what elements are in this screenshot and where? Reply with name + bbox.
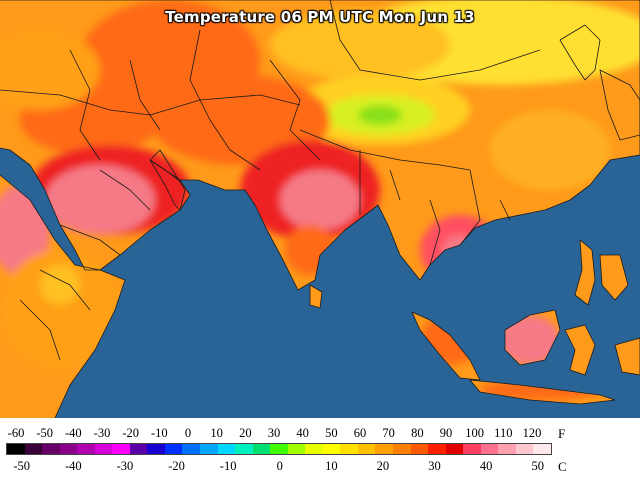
temperature-fill xyxy=(0,0,640,418)
scale-swatch xyxy=(59,444,78,454)
celsius-tick-label: -10 xyxy=(219,459,237,473)
scale-swatch xyxy=(147,444,165,454)
fahrenheit-tick-label: -10 xyxy=(150,426,168,440)
scale-swatch xyxy=(393,444,411,454)
fahrenheit-tick-label: 90 xyxy=(439,426,453,440)
celsius-unit: C xyxy=(558,459,567,474)
scale-swatch xyxy=(322,444,341,454)
fahrenheit-tick-label: -60 xyxy=(7,426,25,440)
fahrenheit-tick-label: -30 xyxy=(93,426,111,440)
celsius-tick-label: 20 xyxy=(376,459,390,473)
celsius-tick-label: 50 xyxy=(531,459,544,473)
temperature-map xyxy=(0,0,640,418)
fahrenheit-tick-label: 40 xyxy=(296,426,309,440)
scale-swatch xyxy=(252,444,271,454)
scale-swatch xyxy=(129,444,148,454)
celsius-tick-label: -40 xyxy=(64,459,82,473)
scale-swatch xyxy=(112,444,130,454)
scale-swatch xyxy=(94,444,113,454)
scale-swatch xyxy=(164,444,183,454)
scale-swatch xyxy=(480,444,499,454)
celsius-tick-label: 10 xyxy=(325,459,338,473)
fahrenheit-unit: F xyxy=(558,426,566,441)
scale-swatch xyxy=(24,444,43,454)
fahrenheit-tick-label: 50 xyxy=(325,426,338,440)
fahrenheit-tick-label: 0 xyxy=(184,426,192,440)
scale-swatch xyxy=(445,444,464,454)
scale-swatch xyxy=(410,444,429,454)
scale-swatch xyxy=(340,444,358,454)
fahrenheit-tick-label: 110 xyxy=(494,426,513,440)
fahrenheit-tick-label: 80 xyxy=(411,426,424,440)
scale-swatch xyxy=(200,444,218,454)
fahrenheit-tick-label: 30 xyxy=(267,426,281,440)
scale-swatch xyxy=(428,444,446,454)
scale-swatch xyxy=(77,444,95,454)
fahrenheit-tick-label: 10 xyxy=(210,426,223,440)
scale-swatch xyxy=(217,444,236,454)
fahrenheit-tick-label: 60 xyxy=(353,426,367,440)
scale-swatch xyxy=(270,444,288,454)
scale-swatch xyxy=(498,444,516,454)
scale-swatch xyxy=(357,444,376,454)
scale-swatch xyxy=(305,444,323,454)
celsius-tick-label: -50 xyxy=(13,459,31,473)
celsius-tick-label: -30 xyxy=(116,459,134,473)
scale-swatch xyxy=(287,444,306,454)
fahrenheit-tick-label: 70 xyxy=(382,426,395,440)
celsius-tick-label: 30 xyxy=(428,459,441,473)
scale-swatch xyxy=(533,444,551,454)
fahrenheit-tick-label: 100 xyxy=(465,426,485,440)
fahrenheit-tick-label: -40 xyxy=(64,426,82,440)
scale-swatch xyxy=(7,444,25,454)
celsius-tick-label: 40 xyxy=(479,459,493,473)
scale-swatch xyxy=(42,444,60,454)
temperature-legend: -60 -50 -40 -30 -20 -10 0 10 20 30 40 50 60 70 80 90 100… xyxy=(0,418,640,480)
fahrenheit-tick-label: -20 xyxy=(122,426,139,440)
country-borders xyxy=(0,0,640,418)
scale-swatch xyxy=(235,444,253,454)
fahrenheit-tick-label: 120 xyxy=(522,426,542,440)
scale-swatch xyxy=(375,444,394,454)
scale-swatch xyxy=(515,444,534,454)
celsius-tick-label: -20 xyxy=(168,459,185,473)
celsius-tick-label: 0 xyxy=(276,459,283,473)
scale-swatch xyxy=(463,444,481,454)
color-scale-bar xyxy=(6,443,552,455)
fahrenheit-tick-label: 20 xyxy=(239,426,252,440)
scale-swatch xyxy=(182,444,201,454)
map-title: Temperature 06 PM UTC Mon Jun 13 xyxy=(165,8,475,26)
fahrenheit-tick-label: -50 xyxy=(36,426,53,440)
